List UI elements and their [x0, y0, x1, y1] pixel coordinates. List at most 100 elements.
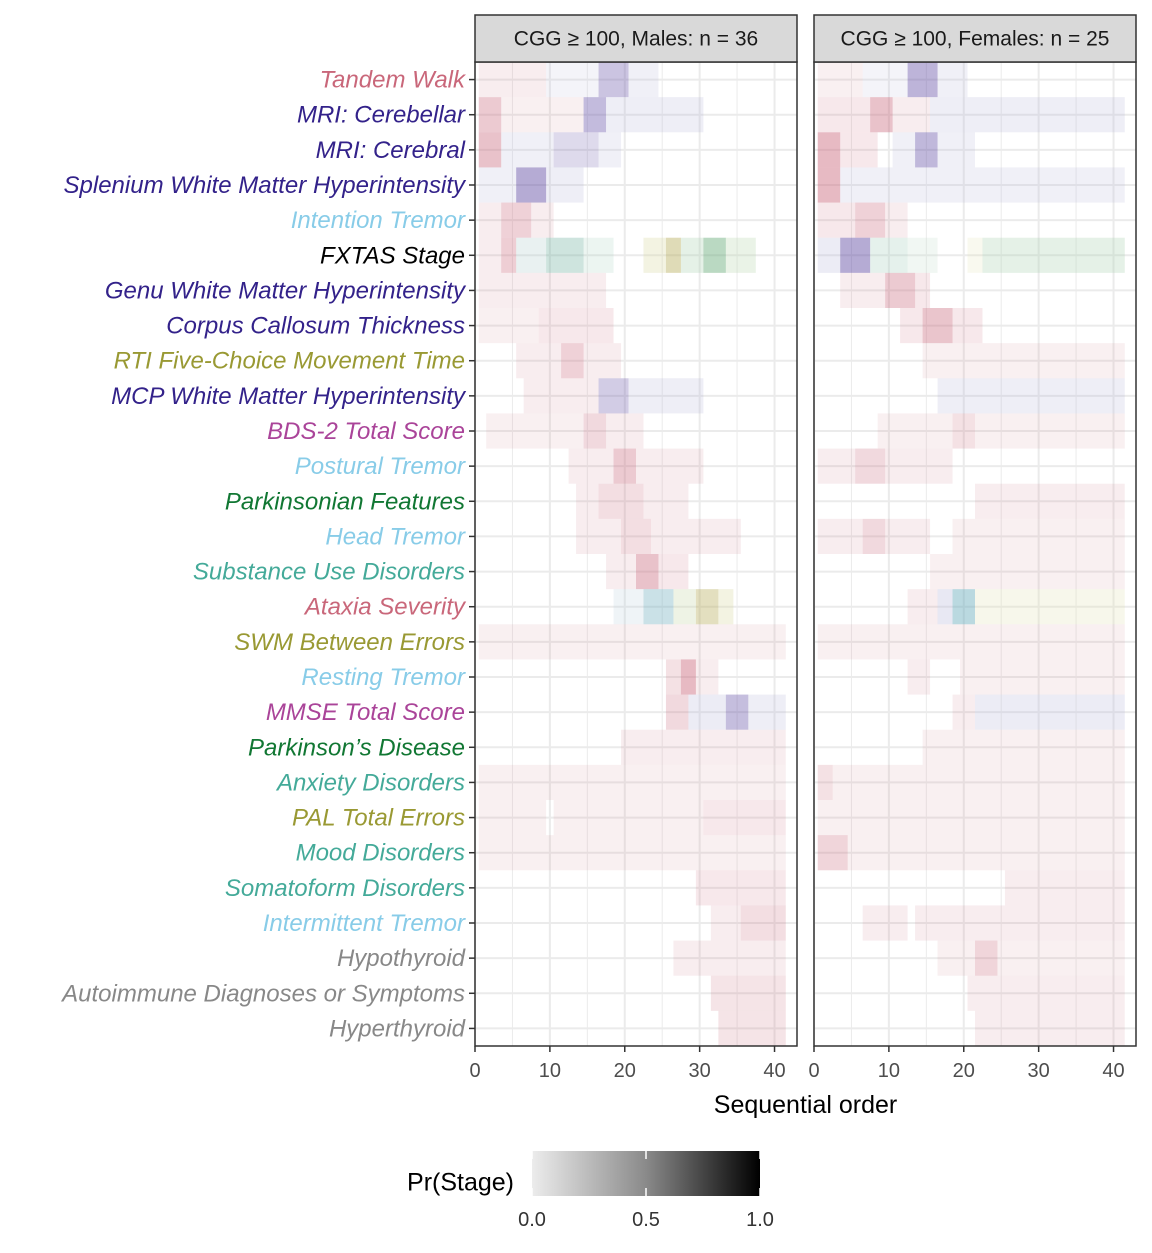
- heatmap-tile: [930, 97, 1125, 133]
- y-tick-label: Autoimmune Diagnoses or Symptoms: [60, 980, 465, 1007]
- heatmap-tile: [937, 62, 968, 98]
- heatmap-tile: [501, 97, 584, 133]
- heatmap-tile: [576, 483, 599, 519]
- heatmap-tile: [922, 308, 953, 344]
- heatmap-tile: [478, 237, 502, 273]
- heatmap-tile: [688, 694, 726, 730]
- heatmap-tile: [501, 202, 532, 238]
- heatmap-tile: [636, 554, 659, 590]
- y-tick-label: PAL Total Errors: [292, 805, 465, 832]
- y-tick-label: BDS-2 Total Score: [267, 418, 465, 445]
- x-tick-label: 10: [878, 1060, 900, 1082]
- heatmap-tile: [665, 694, 689, 730]
- heatmap-tile: [937, 940, 975, 976]
- heatmap-tile: [478, 202, 502, 238]
- heatmap-tile: [516, 343, 562, 379]
- heatmap-tile: [718, 589, 734, 625]
- heatmap-tile: [710, 975, 786, 1011]
- heatmap-tile: [885, 272, 916, 308]
- heatmap-tile: [862, 518, 886, 554]
- heatmap-tile: [478, 835, 786, 871]
- x-tick-label: 20: [614, 1060, 636, 1082]
- y-tick-label: Corpus Callosum Thickness: [166, 313, 465, 340]
- heatmap-tile: [817, 62, 863, 98]
- heatmap-tile: [817, 202, 856, 238]
- heatmap-tile: [967, 237, 983, 273]
- heatmap-tile: [680, 659, 696, 695]
- heatmap-tile: [658, 554, 689, 590]
- heatmap-tile: [478, 132, 502, 168]
- heatmap-tile: [855, 202, 886, 238]
- panel-background: [814, 62, 1136, 1046]
- y-tick-label: Intermittent Tremor: [263, 910, 466, 937]
- heatmap-tile: [840, 132, 878, 168]
- y-tick-label: Tandem Walk: [320, 67, 467, 94]
- heatmap-tile: [568, 448, 614, 484]
- heatmap-tile: [561, 343, 584, 379]
- x-tick-label: 10: [539, 1060, 561, 1082]
- heatmap-tile: [877, 413, 953, 449]
- heatmap-tile: [817, 800, 1125, 836]
- heatmap-tile: [817, 518, 863, 554]
- heatmap-tile: [598, 378, 629, 414]
- heatmap-tile: [907, 589, 938, 625]
- heatmap-tile: [915, 905, 1125, 941]
- heatmap-tile: [613, 589, 644, 625]
- heatmap-tile: [583, 237, 614, 273]
- heatmap-tile: [975, 1010, 1125, 1046]
- heatmap-tile: [643, 237, 666, 273]
- heatmap-tile: [847, 835, 1125, 871]
- heatmap-tile: [606, 413, 644, 449]
- heatmap-tile: [673, 940, 786, 976]
- heatmap-tile: [817, 167, 841, 203]
- x-axis-title: Sequential order: [714, 1091, 897, 1119]
- x-tick-label: 40: [763, 1060, 785, 1082]
- heatmap-tile: [710, 905, 741, 941]
- heatmap-tile: [862, 905, 908, 941]
- y-tick-label: Mood Disorders: [296, 840, 465, 867]
- heatmap-tile: [952, 694, 975, 730]
- heatmap-tile: [915, 272, 931, 308]
- facet-strip-label: CGG ≥ 100, Females: n = 25: [841, 28, 1110, 51]
- x-tick-label: 0: [469, 1060, 480, 1082]
- heatmap-tile: [725, 694, 749, 730]
- heatmap-tile: [478, 62, 547, 98]
- heatmap-tile: [840, 237, 871, 273]
- heatmap-tile: [870, 237, 908, 273]
- heatmap-tile: [975, 940, 998, 976]
- heatmap-tile: [598, 132, 622, 168]
- heatmap-tile: [583, 97, 607, 133]
- heatmap-tile: [538, 308, 614, 344]
- facet-strip-label: CGG ≥ 100, Males: n = 36: [514, 28, 758, 51]
- heatmap-tile: [907, 659, 931, 695]
- y-tick-label: Postural Tremor: [295, 453, 466, 480]
- heatmap-tile: [516, 167, 547, 203]
- heatmap-tile: [501, 132, 554, 168]
- heatmap-tile: [960, 659, 1125, 695]
- heatmap-tile: [892, 132, 916, 168]
- heatmap-tile: [643, 483, 689, 519]
- heatmap-tile: [523, 378, 599, 414]
- heatmap-tile: [718, 1010, 786, 1046]
- heatmap-tile: [478, 624, 786, 660]
- heatmap-tile: [665, 659, 681, 695]
- heatmap-tile: [1004, 870, 1125, 906]
- heatmap-tile: [975, 483, 1125, 519]
- heatmap-tile: [817, 835, 848, 871]
- heatmap-tile: [997, 940, 1125, 976]
- heatmap-tile: [553, 132, 599, 168]
- y-tick-label: FXTAS Stage: [320, 242, 465, 269]
- heatmap-tile: [546, 62, 599, 98]
- heatmap-tile: [885, 518, 931, 554]
- heatmap-tile: [695, 870, 786, 906]
- heatmap-tile: [546, 167, 584, 203]
- heatmap-tile: [486, 413, 584, 449]
- panel-background: [475, 62, 797, 1046]
- heatmap-tile: [975, 413, 1125, 449]
- y-tick-label: Ataxia Severity: [303, 594, 467, 621]
- heatmap-tile: [546, 237, 584, 273]
- heatmap-tile: [922, 343, 1125, 379]
- heatmap-tile: [583, 413, 607, 449]
- heatmap-tile: [516, 237, 547, 273]
